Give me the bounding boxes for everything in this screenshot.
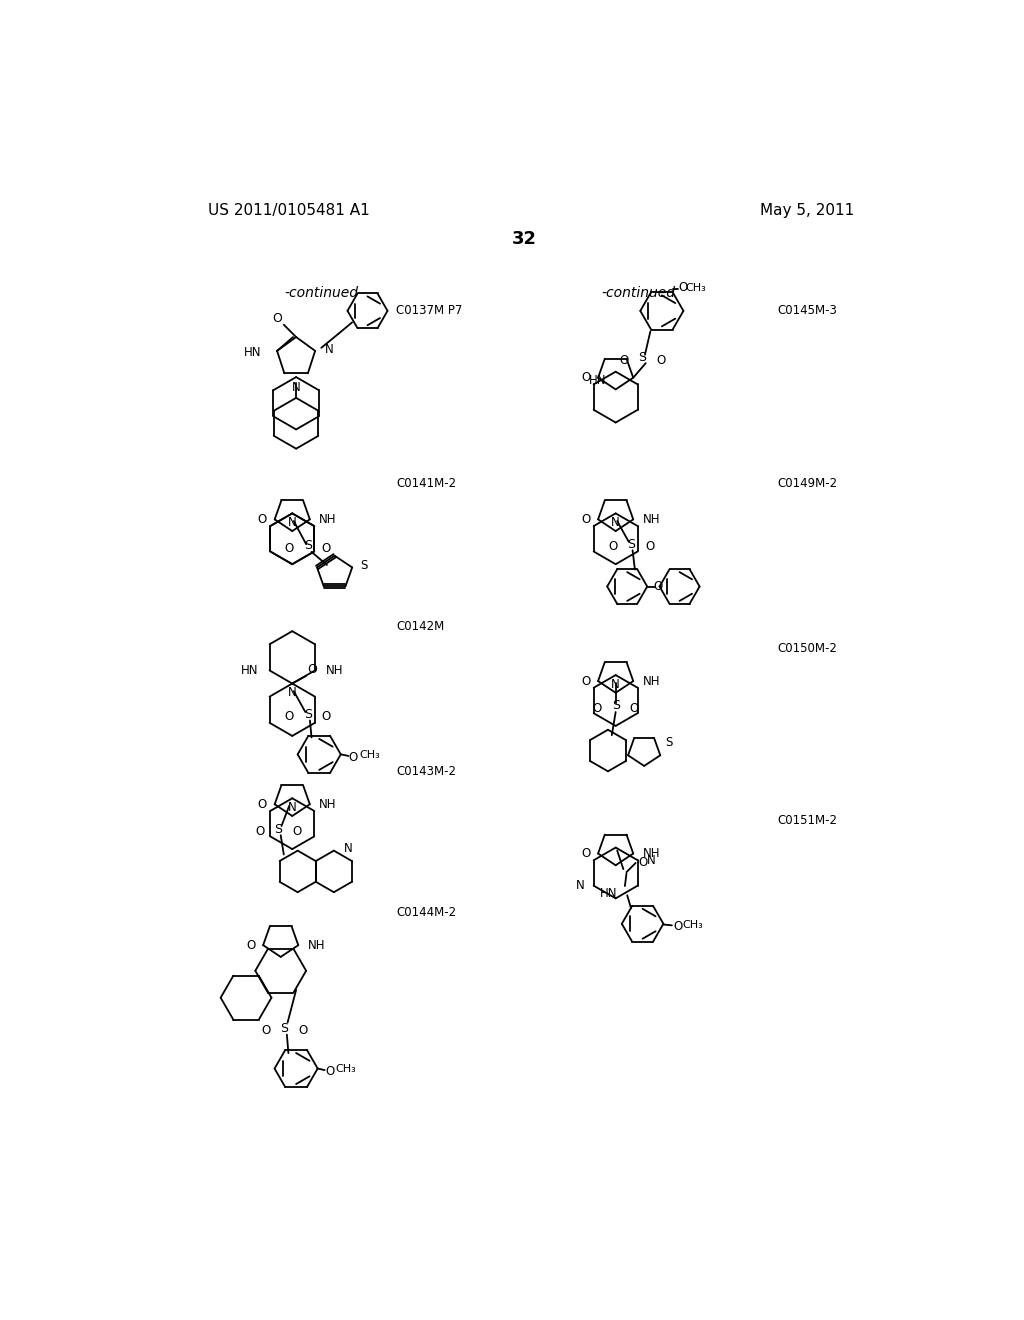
Text: O: O [258, 513, 267, 525]
Text: O: O [258, 797, 267, 810]
Text: CH₃: CH₃ [336, 1064, 356, 1074]
Text: CH₃: CH₃ [359, 750, 380, 760]
Text: N: N [288, 801, 297, 814]
Text: O: O [656, 354, 666, 367]
Text: S: S [359, 560, 368, 573]
Text: O: O [582, 513, 591, 525]
Text: O: O [322, 541, 331, 554]
Text: C0145M-3: C0145M-3 [777, 305, 838, 317]
Text: S: S [304, 539, 311, 552]
Text: 32: 32 [512, 230, 538, 248]
Text: N: N [288, 686, 297, 700]
Text: NH: NH [326, 664, 343, 677]
Text: O: O [582, 675, 591, 688]
Text: O: O [261, 1024, 270, 1038]
Text: C0137M P7: C0137M P7 [396, 305, 463, 317]
Text: C0141M-2: C0141M-2 [396, 477, 457, 490]
Text: HN: HN [242, 664, 259, 677]
Text: O: O [593, 702, 602, 714]
Text: C0151M-2: C0151M-2 [777, 814, 838, 828]
Text: C0149M-2: C0149M-2 [777, 477, 838, 490]
Text: O: O [620, 354, 629, 367]
Text: NH: NH [307, 939, 325, 952]
Text: -continued: -continued [285, 286, 358, 300]
Text: O: O [322, 710, 331, 723]
Text: O: O [285, 541, 294, 554]
Text: O: O [645, 540, 654, 553]
Text: O: O [307, 663, 317, 676]
Text: O: O [679, 281, 688, 294]
Text: N: N [575, 879, 585, 892]
Text: O: O [292, 825, 301, 838]
Text: O: O [639, 857, 648, 870]
Text: N: N [292, 381, 300, 395]
Text: S: S [274, 822, 283, 836]
Text: S: S [639, 351, 646, 363]
Text: S: S [281, 1022, 289, 1035]
Text: O: O [582, 371, 591, 384]
Text: S: S [627, 537, 635, 550]
Text: O: O [246, 939, 255, 952]
Text: HN: HN [244, 346, 262, 359]
Text: O: O [653, 579, 663, 593]
Text: O: O [298, 1024, 307, 1038]
Text: HN: HN [600, 887, 617, 900]
Text: NH: NH [642, 847, 660, 861]
Text: N: N [611, 516, 621, 529]
Text: O: O [272, 312, 283, 325]
Text: NH: NH [319, 797, 337, 810]
Text: N: N [611, 677, 621, 690]
Text: O: O [255, 825, 264, 838]
Text: O: O [582, 847, 591, 861]
Text: C0142M: C0142M [396, 620, 444, 634]
Text: S: S [304, 708, 311, 721]
Text: CH₃: CH₃ [685, 282, 706, 293]
Text: O: O [608, 540, 617, 553]
Text: -continued: -continued [602, 286, 676, 300]
Text: CH₃: CH₃ [683, 920, 703, 931]
Text: O: O [326, 1065, 335, 1078]
Text: N: N [288, 516, 297, 529]
Text: NH: NH [642, 675, 660, 688]
Text: O: O [674, 920, 683, 933]
Text: N: N [325, 343, 333, 356]
Text: US 2011/0105481 A1: US 2011/0105481 A1 [208, 203, 370, 218]
Text: C0143M-2: C0143M-2 [396, 764, 457, 777]
Text: O: O [348, 751, 357, 764]
Text: May 5, 2011: May 5, 2011 [760, 203, 854, 218]
Text: NH: NH [319, 513, 337, 525]
Text: C0144M-2: C0144M-2 [396, 907, 457, 920]
Text: S: S [666, 737, 673, 750]
Text: NH: NH [642, 513, 660, 525]
Text: O: O [630, 702, 639, 714]
Text: HN: HN [589, 375, 606, 388]
Text: C0150M-2: C0150M-2 [777, 642, 838, 655]
Text: N: N [344, 842, 352, 855]
Text: S: S [611, 700, 620, 713]
Text: O: O [285, 710, 294, 723]
Text: N: N [647, 854, 655, 867]
